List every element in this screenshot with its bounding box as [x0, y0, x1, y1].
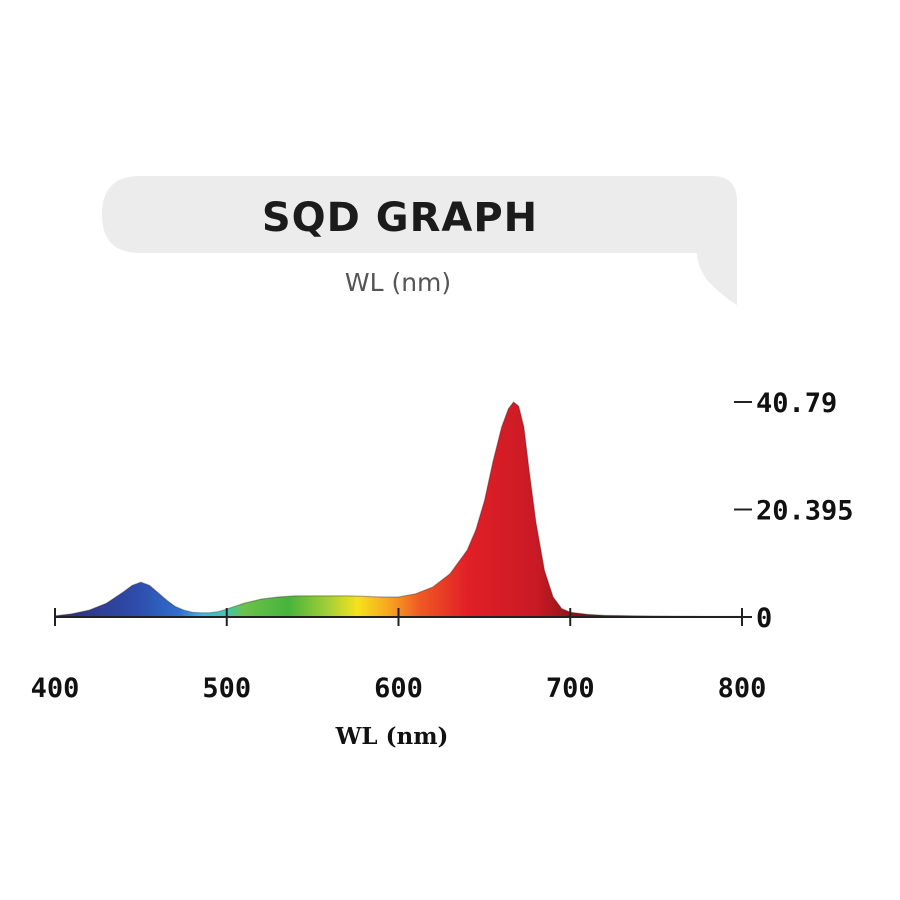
y-axis-ticks: 40.79 20.395 0 — [734, 388, 854, 634]
plot-area — [54, 401, 742, 618]
x-tick-label: 500 — [202, 673, 251, 704]
y-tick-label: 20.395 — [756, 496, 854, 527]
x-axis-title: WL (nm) — [335, 723, 449, 750]
x-axis: 400 500 600 700 800 WL (nm) — [31, 608, 767, 750]
x-tick-label: 800 — [718, 673, 767, 704]
x-tick-label: 700 — [546, 673, 595, 704]
y-tick-label: 40.79 — [756, 388, 837, 419]
x-tick-label: 600 — [374, 673, 423, 704]
spectrum-area — [55, 402, 742, 617]
spectrum-outline — [54, 401, 742, 618]
x-axis-ticks: 400 500 600 700 800 — [31, 608, 767, 704]
title-banner — [102, 176, 737, 305]
y-tick-label: 0 — [756, 603, 772, 634]
chart-subtitle: WL (nm) — [345, 268, 451, 297]
x-tick-label: 400 — [31, 673, 80, 704]
chart-title: SQD GRAPH — [262, 195, 538, 241]
